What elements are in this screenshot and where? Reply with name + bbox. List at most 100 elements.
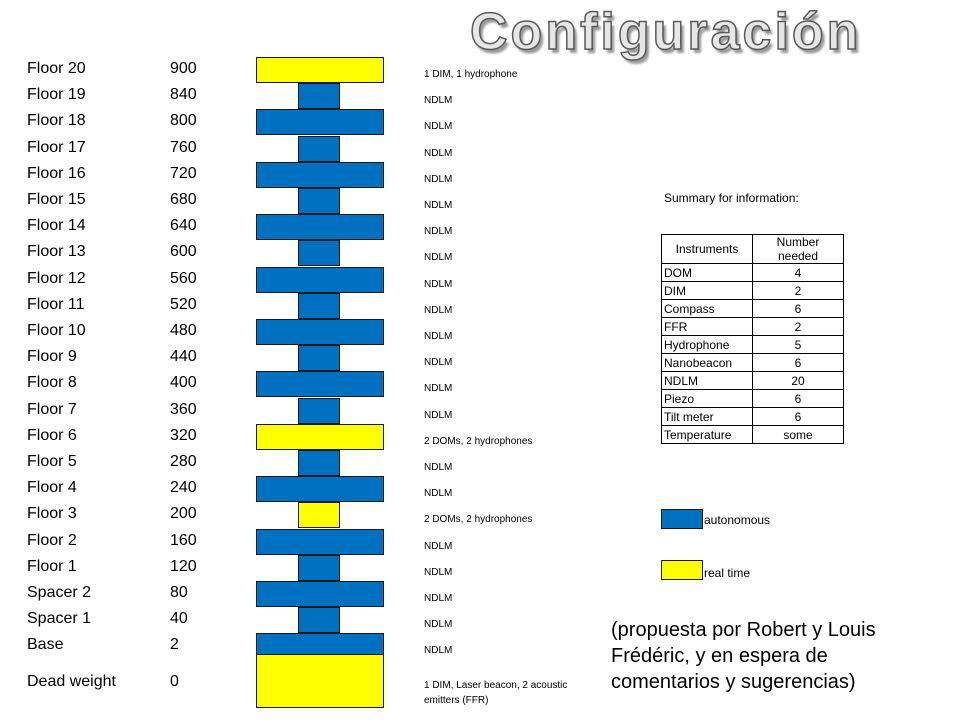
floor-name: Floor 20 [27, 60, 86, 77]
instrument-count: 2 [752, 281, 844, 300]
floor-name: Floor 1 [27, 557, 77, 575]
instrument-count: 5 [752, 335, 844, 354]
legend-label-autonomous: autonomous [704, 513, 771, 527]
floor-value: 760 [170, 138, 197, 156]
floor-note: NDLM [424, 173, 453, 185]
floor-note: NDLM [424, 252, 453, 264]
summary-label: Summary for information: [664, 191, 799, 205]
table-row: Nanobeacon 6 [661, 353, 844, 372]
floor-note: NDLM [424, 462, 453, 473]
floor-name: Dead weight [27, 673, 116, 690]
floor-value: 480 [170, 322, 197, 339]
instrument-count: 4 [752, 263, 844, 282]
floor-note: NDLM [424, 540, 453, 552]
floor-name: Spacer 2 [27, 584, 92, 601]
instruments-table: Instruments Number needed DOM 4 DIM 2 Compas… [661, 234, 844, 444]
instrument-name: Tilt meter [661, 407, 753, 426]
floor-name: Floor 11 [27, 295, 85, 313]
floor-block [298, 554, 340, 581]
table-row: Compass 6 [661, 299, 844, 318]
floor-block [298, 292, 340, 319]
floor-block [256, 161, 384, 188]
floor-value: 520 [170, 295, 197, 313]
floor-block [256, 371, 384, 398]
floor-value: 2 [170, 636, 179, 654]
floor-value: 600 [170, 243, 197, 261]
floor-note: NDLM [424, 409, 453, 421]
legend-label-real-time: real time [704, 566, 751, 580]
floor-block [298, 502, 340, 529]
floor-value: 40 [170, 610, 188, 628]
floor-note: NDLM [424, 226, 453, 238]
table-header-row: Instruments Number needed [661, 234, 844, 264]
floor-name: Floor 2 [27, 531, 77, 549]
floor-block [256, 654, 384, 708]
comment-text: (propuesta por Robert y Louis Frédéric, … [611, 619, 876, 693]
instrument-name: DIM [661, 281, 753, 300]
header-instruments: Instruments [661, 234, 753, 264]
floor-note: 1 DIM, 1 hydrophone [424, 69, 518, 80]
floor-name: Floor 10 [27, 322, 86, 339]
floor-value: 900 [170, 60, 197, 77]
legend-swatch-real-time [661, 560, 703, 580]
floor-block [256, 581, 384, 607]
floor-name: Floor 4 [27, 479, 77, 497]
floor-name: Floor 5 [27, 453, 77, 470]
floor-note: NDLM [424, 304, 453, 316]
floor-value: 360 [170, 400, 197, 418]
floor-value: 0 [170, 673, 179, 690]
floor-name: Base [27, 636, 64, 654]
floor-value: 320 [170, 426, 197, 444]
floor-name: Floor 13 [27, 243, 86, 261]
floor-value: 640 [170, 217, 197, 235]
floor-note: NDLM [424, 619, 453, 631]
floor-block [256, 266, 384, 293]
floor-note: NDLM [424, 278, 453, 290]
instrument-count: 2 [752, 317, 844, 336]
page-title: Configuración [469, 2, 862, 62]
floor-block [256, 214, 384, 241]
floor-name: Floor 12 [27, 269, 86, 287]
table-row: Piezo 6 [661, 389, 844, 408]
table-row: Hydrophone 5 [661, 335, 844, 354]
floor-block [298, 240, 340, 267]
floor-block [298, 397, 340, 424]
instrument-name: Hydrophone [661, 335, 753, 354]
floor-block [298, 83, 340, 110]
floor-block [298, 135, 340, 162]
floor-block [256, 476, 384, 503]
floor-block [256, 109, 384, 136]
floor-note: NDLM [424, 383, 453, 395]
floor-name: Floor 9 [27, 348, 77, 366]
floor-name: Floor 3 [27, 505, 77, 523]
floor-note: NDLM [424, 488, 453, 500]
floor-note: NDLM [424, 331, 453, 342]
instrument-count: some [752, 425, 844, 444]
floor-value: 440 [170, 348, 197, 366]
floor-note: NDLM [424, 95, 453, 107]
floor-note: NDLM [424, 147, 453, 159]
instrument-name: NDLM [661, 371, 753, 390]
floor-value: 120 [170, 557, 197, 575]
floor-note: NDLM [424, 200, 453, 211]
floor-name: Floor 14 [27, 217, 86, 235]
floor-block [298, 607, 340, 634]
floor-name: Floor 15 [27, 191, 86, 208]
floor-value: 280 [170, 453, 197, 470]
floor-note: 1 DIM, Laser beacon, 2 acoustic emitters… [424, 680, 568, 706]
floor-block [256, 528, 384, 555]
instrument-name: FFR [661, 317, 753, 336]
instrument-name: Temperature [661, 425, 753, 444]
instrument-count: 6 [752, 353, 844, 372]
table-row: DIM 2 [661, 281, 844, 300]
instrument-count: 6 [752, 389, 844, 408]
floor-name: Floor 7 [27, 400, 77, 418]
floor-value: 80 [170, 584, 188, 601]
instrument-name: DOM [661, 263, 753, 282]
table-row: DOM 4 [661, 263, 844, 282]
instrument-count: 20 [752, 371, 844, 390]
floor-block [256, 423, 384, 450]
floor-name: Floor 17 [27, 138, 86, 156]
floor-value: 160 [170, 531, 197, 549]
floor-note: NDLM [424, 593, 453, 604]
